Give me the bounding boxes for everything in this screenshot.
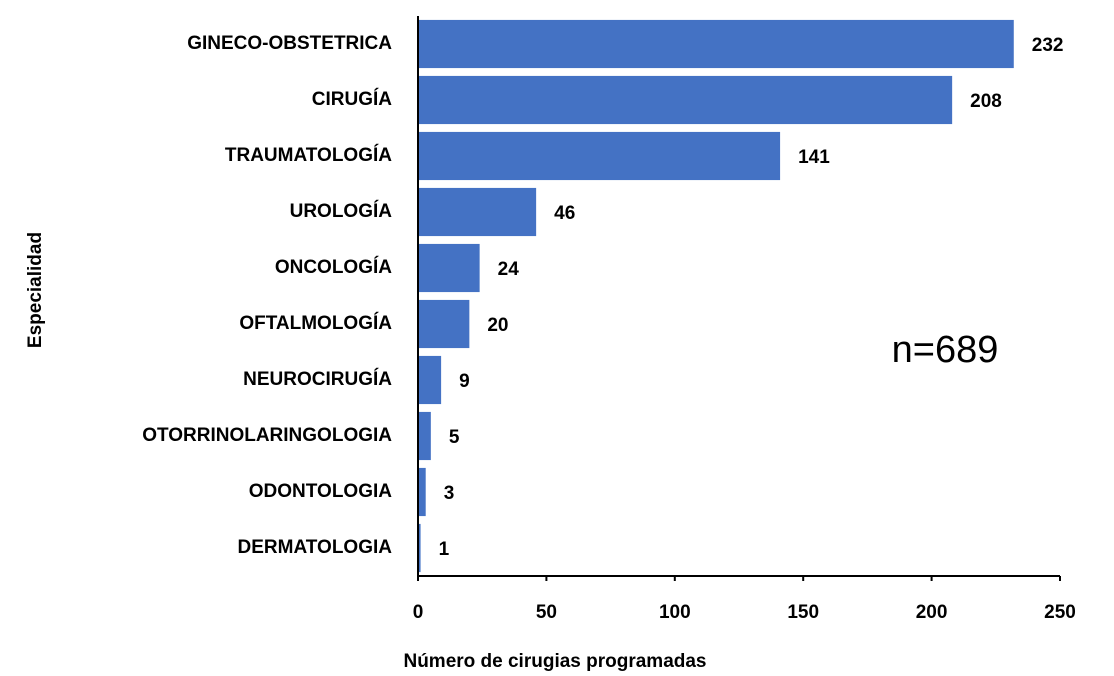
bar bbox=[418, 187, 537, 237]
x-tick-label: 100 bbox=[659, 602, 691, 623]
x-tick-label: 200 bbox=[916, 602, 948, 623]
data-label: 208 bbox=[970, 91, 1002, 112]
data-label: 46 bbox=[554, 203, 575, 224]
bar bbox=[418, 19, 1014, 69]
data-label: 9 bbox=[459, 371, 470, 392]
x-tick-label: 150 bbox=[787, 602, 819, 623]
bar bbox=[418, 243, 480, 293]
data-label: 232 bbox=[1032, 35, 1064, 56]
y-tick-label: TRAUMATOLOGÍA bbox=[225, 144, 392, 166]
y-tick-label: OTORRINOLARINGOLOGIA bbox=[142, 425, 392, 446]
y-tick-label: ONCOLOGÍA bbox=[275, 256, 392, 278]
data-label: 1 bbox=[439, 539, 450, 560]
x-tick-label: 250 bbox=[1044, 602, 1076, 623]
y-tick-label: DERMATOLOGIA bbox=[238, 537, 393, 558]
bar bbox=[418, 75, 953, 125]
y-tick-label: OFTALMOLOGÍA bbox=[239, 312, 392, 334]
x-axis-title: Número de cirugias programadas bbox=[403, 651, 706, 672]
bar bbox=[418, 523, 421, 573]
data-label: 20 bbox=[487, 315, 508, 336]
y-tick-label: UROLOGÍA bbox=[290, 200, 393, 222]
data-label: 24 bbox=[498, 259, 520, 280]
data-label: 141 bbox=[798, 147, 830, 168]
y-axis-title: Especialidad bbox=[25, 232, 46, 348]
x-tick-label: 0 bbox=[413, 602, 424, 623]
y-tick-label: ODONTOLOGIA bbox=[249, 481, 392, 502]
x-tick-label: 50 bbox=[536, 602, 557, 623]
data-label: 3 bbox=[444, 483, 455, 504]
bar bbox=[418, 411, 431, 461]
data-label: 5 bbox=[449, 427, 460, 448]
bar bbox=[418, 467, 426, 517]
y-tick-label: GINECO-OBSTETRICA bbox=[187, 33, 392, 54]
y-tick-label: NEUROCIRUGÍA bbox=[243, 368, 392, 390]
bar bbox=[418, 299, 470, 349]
y-tick-label: CIRUGÍA bbox=[312, 88, 393, 110]
bar bbox=[418, 355, 442, 405]
annotation: n=689 bbox=[892, 329, 999, 371]
bar bbox=[418, 131, 781, 181]
